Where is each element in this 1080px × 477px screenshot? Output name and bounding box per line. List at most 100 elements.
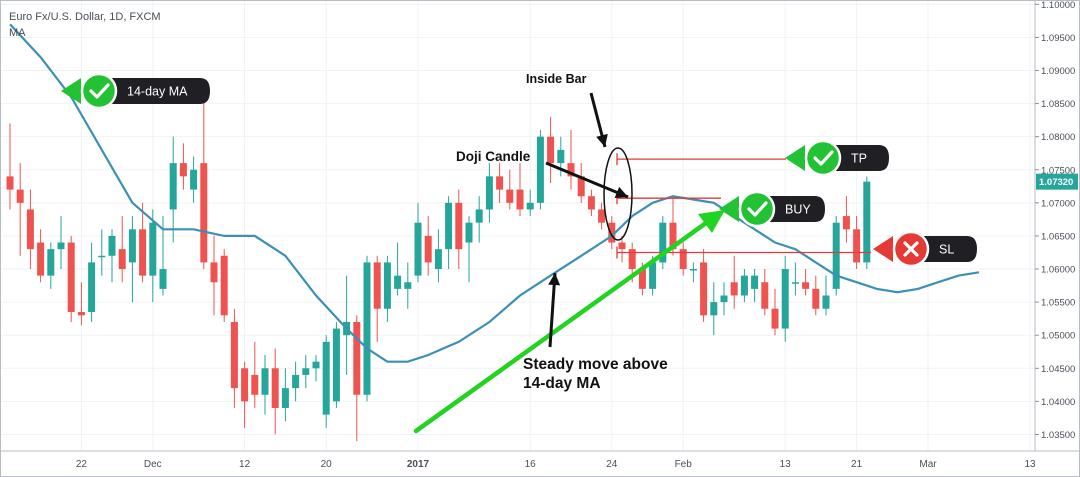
candle-body[interactable]	[394, 275, 402, 289]
candle-body[interactable]	[689, 269, 697, 271]
candle-body[interactable]	[475, 209, 483, 223]
ma-line	[9, 23, 980, 363]
candle-body[interactable]	[608, 222, 616, 243]
candle-body[interactable]	[832, 222, 840, 289]
candle-body[interactable]	[638, 269, 646, 289]
check-icon	[89, 83, 110, 99]
candle-body[interactable]	[587, 196, 595, 210]
candle-body[interactable]	[281, 388, 289, 408]
candle-body[interactable]	[465, 222, 473, 243]
candle-body[interactable]	[628, 249, 636, 270]
candle-body[interactable]	[577, 176, 585, 197]
candle-body[interactable]	[547, 136, 555, 164]
candle-body[interactable]	[210, 262, 218, 283]
candle-body[interactable]	[618, 242, 626, 250]
candle-body[interactable]	[771, 308, 779, 329]
candle-body[interactable]	[496, 176, 504, 190]
candle-body[interactable]	[302, 368, 310, 375]
candle-body[interactable]	[271, 368, 279, 408]
candle-body[interactable]	[526, 202, 534, 210]
candle-body[interactable]	[6, 176, 14, 190]
candle-body[interactable]	[536, 136, 544, 203]
candle-body[interactable]	[455, 202, 463, 250]
candle-body[interactable]	[292, 374, 300, 389]
candle-body[interactable]	[159, 269, 167, 289]
candle-body[interactable]	[98, 255, 106, 258]
candle-body[interactable]	[802, 282, 810, 289]
candle-body[interactable]	[363, 262, 371, 395]
candle-body[interactable]	[373, 262, 381, 309]
candle-body[interactable]	[740, 275, 748, 296]
candle-body[interactable]	[139, 229, 147, 276]
doji-arrow	[545, 161, 629, 199]
candle-body[interactable]	[230, 321, 238, 389]
candle-body[interactable]	[700, 262, 708, 316]
candle-body[interactable]	[241, 368, 249, 402]
candle-body[interactable]	[200, 163, 208, 263]
candle-body[interactable]	[57, 242, 65, 250]
candle-body[interactable]	[190, 169, 198, 190]
candle-body[interactable]	[322, 341, 330, 415]
candle-body[interactable]	[67, 242, 75, 313]
candle-body[interactable]	[567, 163, 575, 177]
candle-body[interactable]	[47, 249, 55, 276]
candle-body[interactable]	[179, 163, 187, 177]
candle-body[interactable]	[781, 269, 789, 329]
candle-body[interactable]	[414, 222, 422, 276]
candle-body[interactable]	[812, 288, 820, 309]
current-price-label: 1.07320	[1039, 177, 1073, 188]
candle-body[interactable]	[118, 249, 126, 270]
candle-body[interactable]	[853, 229, 861, 263]
candle-body[interactable]	[485, 176, 493, 210]
candle-body[interactable]	[149, 222, 157, 276]
candle-body[interactable]	[108, 235, 116, 256]
candle-body[interactable]	[220, 255, 228, 316]
x-tick-label: 24	[606, 459, 618, 470]
candle-body[interactable]	[557, 149, 565, 164]
candle-body[interactable]	[720, 295, 728, 303]
inside-bar-arrow-head	[596, 133, 608, 147]
candle-body[interactable]	[506, 189, 514, 203]
candle-body[interactable]	[37, 242, 45, 276]
x-tick-label: 13	[1024, 459, 1036, 470]
candle-body[interactable]	[88, 262, 96, 313]
candle-body[interactable]	[598, 209, 606, 223]
candle-body[interactable]	[383, 262, 391, 309]
candle-body[interactable]	[761, 282, 769, 309]
candle-body[interactable]	[353, 321, 361, 395]
candle-body[interactable]	[169, 163, 177, 210]
indicator-label: MA	[9, 27, 26, 39]
candle-body[interactable]	[128, 229, 136, 263]
candle-body[interactable]	[77, 312, 85, 316]
candle-body[interactable]	[669, 222, 677, 250]
candle-body[interactable]	[822, 295, 830, 309]
candle-body[interactable]	[251, 374, 259, 395]
buy-callout-pointer	[719, 196, 739, 222]
candle-body[interactable]	[791, 282, 799, 284]
candle-body[interactable]	[516, 189, 524, 210]
candle-body[interactable]	[659, 222, 667, 263]
candle-body[interactable]	[863, 181, 871, 263]
candle-body[interactable]	[16, 189, 24, 203]
inside-bar-ellipse	[603, 147, 633, 241]
doji-candle-label: Doji Candle	[456, 149, 531, 164]
candle-body[interactable]	[404, 282, 412, 289]
candle-body[interactable]	[679, 249, 687, 270]
candle-body[interactable]	[751, 275, 759, 289]
candle-body[interactable]	[649, 262, 657, 289]
doji-arrow-head	[614, 186, 628, 198]
candle-body[interactable]	[332, 328, 340, 402]
candle-body[interactable]	[730, 282, 738, 296]
tp-callout-badge	[804, 139, 842, 177]
candle-body[interactable]	[26, 209, 34, 250]
candle-body[interactable]	[312, 361, 320, 369]
candle-body[interactable]	[710, 302, 718, 316]
candle-body[interactable]	[445, 202, 453, 250]
candle-body[interactable]	[842, 216, 850, 230]
candle-body[interactable]	[424, 235, 432, 263]
steady-move-label-line2: 14-day MA	[523, 375, 601, 392]
candle-body[interactable]	[434, 249, 442, 270]
candle-body[interactable]	[261, 368, 269, 395]
y-tick-label: 1.08000	[1041, 132, 1075, 143]
